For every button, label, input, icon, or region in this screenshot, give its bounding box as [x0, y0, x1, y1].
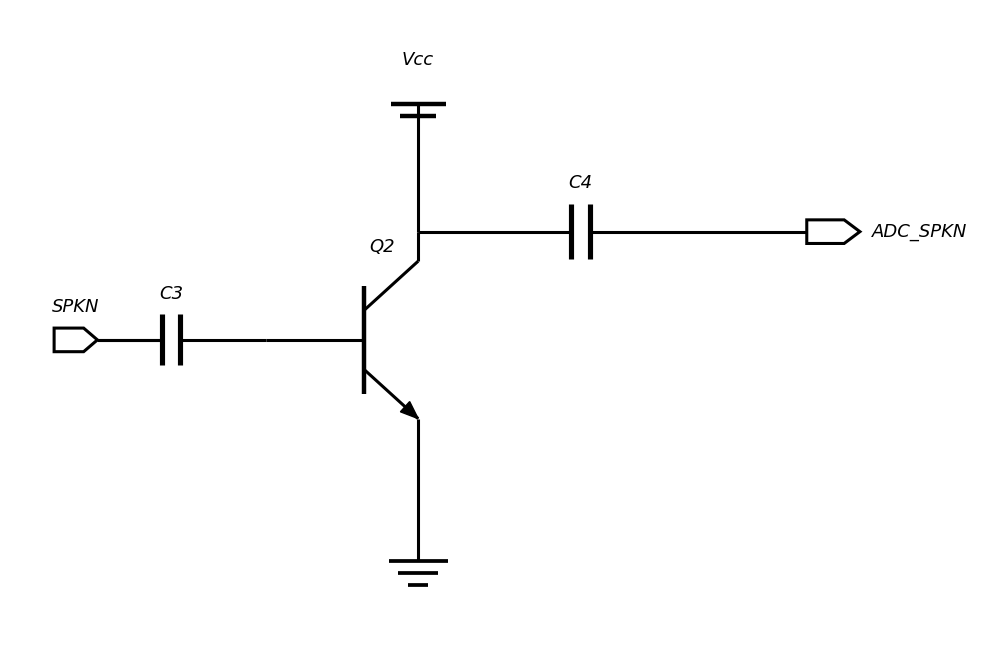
- Polygon shape: [400, 402, 418, 419]
- Text: C3: C3: [159, 284, 183, 302]
- Text: SPKN: SPKN: [52, 298, 100, 316]
- Text: Vcc: Vcc: [402, 51, 434, 69]
- Text: ADC_SPKN: ADC_SPKN: [872, 222, 967, 240]
- Text: Q2: Q2: [369, 238, 394, 256]
- Polygon shape: [807, 220, 860, 244]
- Text: C4: C4: [568, 174, 593, 192]
- Polygon shape: [54, 328, 98, 352]
